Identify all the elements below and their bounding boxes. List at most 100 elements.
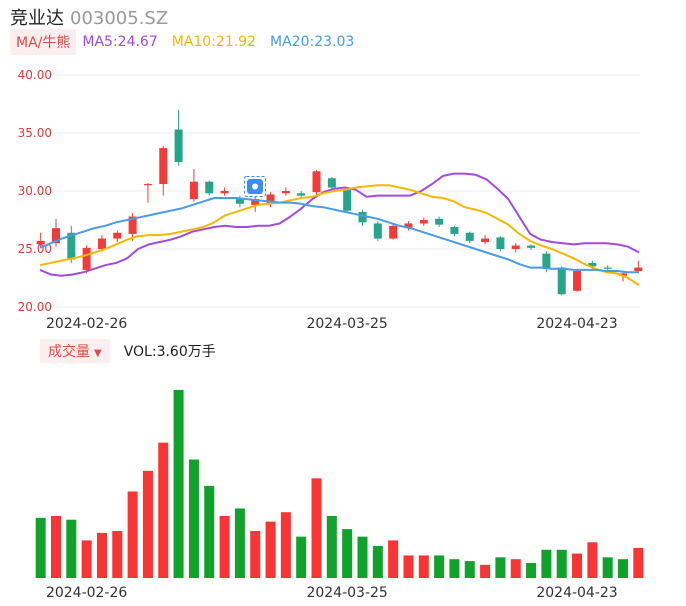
ma20-legend: MA20:23.03	[270, 34, 355, 50]
volume-bar	[173, 390, 184, 578]
candle	[281, 187, 290, 196]
volume-bar	[50, 515, 61, 578]
volume-bar	[81, 540, 92, 578]
volume-value: VOL:3.60万手	[123, 344, 216, 360]
volume-bar	[112, 531, 123, 578]
volume-bar	[510, 559, 521, 578]
volume-bar	[618, 559, 629, 578]
candle	[143, 182, 152, 203]
volume-bar	[96, 532, 107, 578]
candle	[511, 243, 520, 253]
caret-down-icon: ▼	[94, 348, 102, 359]
candle	[128, 213, 137, 241]
candle	[527, 244, 536, 251]
candle	[97, 235, 106, 252]
volume-bar	[388, 540, 399, 578]
volume-bar	[572, 553, 583, 578]
volume-bar	[142, 470, 153, 578]
candle	[113, 230, 122, 243]
volume-bar	[265, 521, 276, 578]
candle	[465, 231, 474, 244]
candle	[419, 217, 428, 226]
ma10-legend: MA10:21.92	[171, 34, 257, 50]
candle	[159, 145, 168, 196]
stock-name: 竞业达	[10, 8, 64, 29]
candle	[67, 225, 76, 263]
candle	[404, 221, 413, 231]
ma5-line	[39, 172, 640, 277]
volume-bar	[464, 561, 475, 578]
candle	[36, 232, 45, 248]
candle	[634, 260, 643, 273]
volume-date-label: 2024-04-23	[536, 585, 617, 601]
candle	[312, 170, 321, 195]
volume-indicator-tab[interactable]: 成交量 ▼	[40, 339, 110, 363]
volume-bar	[434, 555, 445, 578]
volume-bar	[418, 555, 429, 578]
candle	[174, 109, 183, 166]
volume-bar	[633, 547, 644, 578]
volume-bar	[311, 478, 322, 578]
moving-averages	[39, 172, 640, 286]
volume-bar	[372, 546, 383, 578]
ma-indicator-tab[interactable]: MA/牛熊	[10, 29, 77, 55]
price-tick-label: 35.00	[18, 126, 52, 140]
volume-bar	[587, 542, 598, 578]
price-date-label: 2024-03-25	[306, 316, 387, 332]
volume-date-label: 2024-03-25	[306, 585, 387, 601]
volume-bars	[35, 390, 644, 578]
volume-bar	[541, 549, 552, 578]
candle	[82, 245, 91, 274]
candle	[450, 225, 459, 237]
price-tick-label: 30.00	[18, 184, 52, 198]
candle	[435, 216, 444, 227]
candle	[266, 192, 275, 208]
candle	[189, 168, 198, 202]
ma5-legend: MA5:24.67	[82, 34, 158, 50]
candle	[373, 221, 382, 241]
volume-bar	[158, 442, 169, 578]
candle	[389, 223, 398, 240]
ma20-line	[39, 197, 639, 274]
volume-bar	[449, 559, 460, 578]
price-date-label: 2024-04-23	[536, 316, 617, 332]
candle	[496, 236, 505, 252]
volume-bar	[127, 491, 138, 578]
volume-bar	[480, 564, 491, 578]
candle	[327, 177, 336, 190]
volume-bar	[35, 517, 46, 578]
volume-bar	[204, 485, 215, 578]
stock-code: 003005.SZ	[70, 8, 169, 29]
volume-legend: 成交量 ▼ VOL:3.60万手	[40, 339, 216, 363]
volume-bar	[219, 515, 230, 578]
price-tick-label: 40.00	[18, 68, 52, 82]
price-tick-label: 20.00	[18, 300, 52, 314]
stock-title: 竞业达 003005.SZ	[10, 4, 168, 30]
candle	[220, 187, 229, 196]
volume-bar	[280, 512, 291, 578]
candle	[358, 209, 367, 226]
candle	[343, 187, 352, 214]
event-marker-icon[interactable]	[244, 176, 266, 197]
volume-bar	[66, 519, 77, 578]
volume-bar	[526, 562, 537, 578]
volume-bar	[188, 459, 199, 578]
volume-bar	[602, 557, 613, 578]
candle	[205, 180, 214, 196]
volume-bar	[296, 536, 307, 578]
volume-tab-label: 成交量	[48, 344, 90, 360]
price-date-axis: 2024-02-26 2024-03-25 2024-04-23	[46, 316, 618, 332]
volume-bar	[495, 557, 506, 578]
volume-date-axis: 2024-02-26 2024-03-25 2024-04-23	[46, 585, 618, 601]
volume-bar	[326, 515, 337, 578]
ma-legend: MA/牛熊 MA5:24.67 MA10:21.92 MA20:23.03	[10, 29, 368, 55]
volume-bar	[342, 529, 353, 578]
candle	[573, 268, 582, 292]
volume-bar	[234, 508, 245, 578]
volume-bar	[357, 536, 368, 578]
volume-bar	[250, 531, 261, 578]
volume-bar	[556, 549, 567, 578]
price-date-label: 2024-02-26	[46, 316, 127, 332]
candles	[36, 109, 643, 296]
